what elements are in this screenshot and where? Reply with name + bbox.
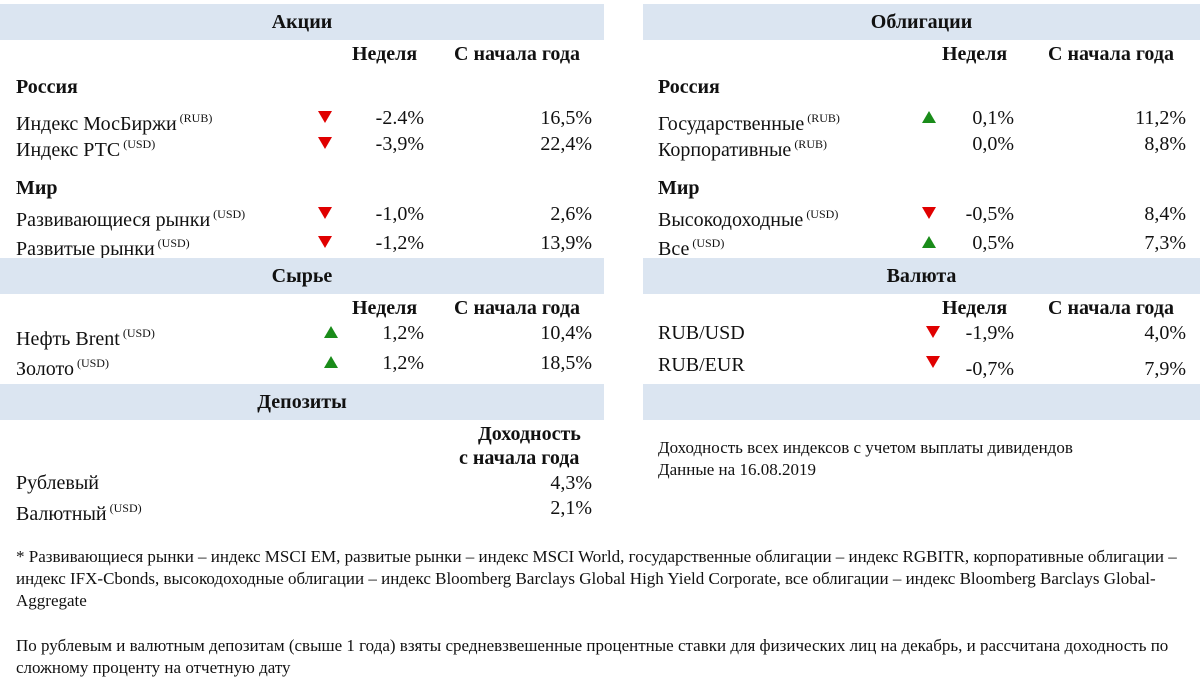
- bonds-header: Облигации: [643, 4, 1200, 40]
- row-label: Все (USD): [658, 236, 725, 260]
- ytd-value: 8,4%: [1144, 203, 1186, 225]
- stocks-row-rts: Индекс РТС (USD) -3,9% 22,4%: [16, 131, 592, 161]
- commodities-row-brent: Нефть Brent (USD) 1,2% 10,4%: [16, 320, 592, 350]
- deposits-col-yield-2: с начала года: [459, 447, 580, 469]
- row-label: Нефть Brent (USD): [16, 326, 155, 350]
- ytd-value: 18,5%: [540, 352, 592, 374]
- up-arrow-icon: [922, 236, 936, 248]
- up-arrow-icon: [922, 111, 936, 123]
- row-label: Развивающиеся рынки (USD): [16, 207, 246, 231]
- up-arrow-icon: [324, 356, 338, 368]
- up-arrow-icon: [324, 326, 338, 338]
- week-value: -3,9%: [375, 133, 424, 155]
- ytd-value: 11,2%: [1135, 107, 1186, 129]
- stocks-col-ytd: С начала года: [454, 43, 580, 65]
- ytd-value: 7,9%: [1144, 358, 1186, 380]
- down-arrow-icon: [926, 356, 940, 368]
- stocks-world-label: Мир: [16, 177, 58, 199]
- row-label: Государственные (RUB): [658, 111, 840, 135]
- bonds-russia-label: Россия: [658, 76, 720, 98]
- bonds-row-gov: Государственные (RUB) 0,1% 11,2%: [658, 105, 1186, 135]
- commodities-col-ytd: С начала года: [454, 297, 580, 319]
- week-value: 0,1%: [972, 107, 1014, 129]
- note-dividends: Доходность всех индексов с учетом выплат…: [658, 438, 1073, 457]
- row-label: RUB/USD: [658, 322, 745, 344]
- stocks-russia-label: Россия: [16, 76, 78, 98]
- deposits-row-fx: Валютный (USD) 2,1%: [16, 495, 592, 525]
- row-label: Индекс МосБиржи (RUB): [16, 111, 213, 135]
- ytd-value: 8,8%: [1144, 133, 1186, 155]
- week-value: -1,2%: [375, 232, 424, 254]
- bonds-world-label: Мир: [658, 177, 700, 199]
- ytd-value: 2,6%: [550, 203, 592, 225]
- commodities-header: Сырье: [0, 258, 604, 294]
- footnote-deposits: По рублевым и валютным депозитам (свыше …: [16, 636, 1169, 677]
- down-arrow-icon: [318, 236, 332, 248]
- week-value: 0,0%: [972, 133, 1014, 155]
- row-label: Золото (USD): [16, 356, 109, 380]
- stocks-header: Акции: [0, 4, 604, 40]
- row-label: Валютный (USD): [16, 501, 142, 525]
- down-arrow-icon: [318, 137, 332, 149]
- currency-col-ytd: С начала года: [1048, 297, 1174, 319]
- note-data-date: Данные на 16.08.2019: [658, 460, 816, 479]
- currency-row-usd: RUB/USD -1,9% 4,0%: [658, 320, 1186, 346]
- down-arrow-icon: [922, 207, 936, 219]
- commodities-row-gold: Золото (USD) 1,2% 18,5%: [16, 350, 592, 380]
- currency-col-week: Неделя: [942, 297, 1008, 319]
- row-label: Высокодоходные (USD): [658, 207, 839, 231]
- down-arrow-icon: [318, 111, 332, 123]
- week-value: 1,2%: [382, 352, 424, 374]
- ytd-value: 2,1%: [550, 497, 592, 519]
- stocks-col-week: Неделя: [352, 43, 418, 65]
- currency-header: Валюта: [643, 258, 1200, 294]
- stocks-row-dm: Развитые рынки (USD) -1,2% 13,9%: [16, 230, 592, 260]
- bonds-row-corp: Корпоративные (RUB) 0,0% 8,8%: [658, 131, 1186, 161]
- week-value: 0,5%: [972, 232, 1014, 254]
- row-label: RUB/EUR: [658, 354, 745, 376]
- ytd-value: 10,4%: [540, 322, 592, 344]
- week-value: -0,5%: [965, 203, 1014, 225]
- deposits-row-rub: Рублевый 4,3%: [16, 470, 592, 496]
- down-arrow-icon: [926, 326, 940, 338]
- right-blank-band: [643, 384, 1200, 420]
- row-label: Рублевый: [16, 472, 99, 494]
- ytd-value: 4,0%: [1144, 322, 1186, 344]
- row-label: Индекс РТС (USD): [16, 137, 156, 161]
- bonds-col-ytd: С начала года: [1048, 43, 1174, 65]
- bonds-row-all: Все (USD) 0,5% 7,3%: [658, 230, 1186, 260]
- stocks-row-em: Развивающиеся рынки (USD) -1,0% 2,6%: [16, 201, 592, 231]
- ytd-value: 7,3%: [1144, 232, 1186, 254]
- deposits-col-yield-1: Доходность: [478, 423, 581, 445]
- bonds-col-week: Неделя: [942, 43, 1008, 65]
- deposits-header: Депозиты: [0, 384, 604, 420]
- commodities-col-week: Неделя: [352, 297, 418, 319]
- week-value: -2.4%: [375, 107, 424, 129]
- row-label: Корпоративные (RUB): [658, 137, 827, 161]
- ytd-value: 4,3%: [550, 472, 592, 494]
- footnote-indices: * Развивающиеся рынки – индекс MSCI EM, …: [16, 547, 1177, 610]
- row-label: Развитые рынки (USD): [16, 236, 190, 260]
- week-value: -1,0%: [375, 203, 424, 225]
- bonds-row-hy: Высокодоходные (USD) -0,5% 8,4%: [658, 201, 1186, 231]
- week-value: -1,9%: [965, 322, 1014, 344]
- ytd-value: 13,9%: [540, 232, 592, 254]
- currency-row-eur: RUB/EUR -0,7% 7,9%: [658, 352, 1186, 380]
- down-arrow-icon: [318, 207, 332, 219]
- stocks-row-moex: Индекс МосБиржи (RUB) -2.4% 16,5%: [16, 105, 592, 135]
- week-value: 1,2%: [382, 322, 424, 344]
- week-value: -0,7%: [965, 358, 1014, 380]
- ytd-value: 16,5%: [540, 107, 592, 129]
- ytd-value: 22,4%: [540, 133, 592, 155]
